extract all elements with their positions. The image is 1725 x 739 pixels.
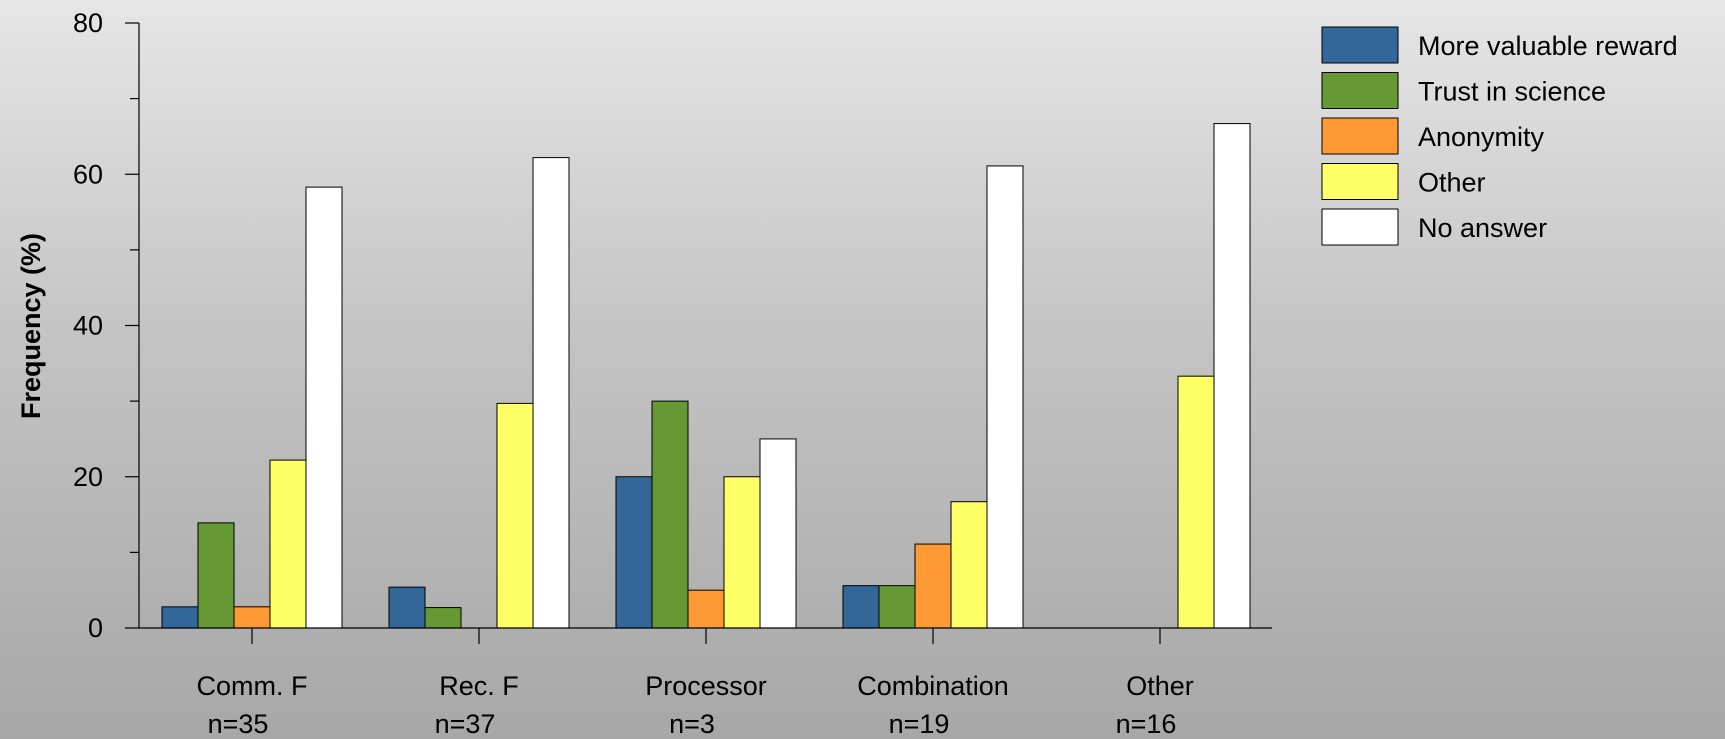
y-tick-label: 40: [73, 311, 103, 341]
bar-4-1: [269, 459, 307, 629]
bar-2-2: [424, 607, 462, 629]
bar-2-3: [651, 400, 689, 629]
bar-1-3: [615, 476, 653, 629]
x-tick-label: Other: [1126, 671, 1194, 701]
bar-1-2: [388, 586, 426, 629]
x-tick-label: Combination: [857, 671, 1009, 701]
x-tick-label: Rec. F: [439, 671, 519, 701]
legend-label: Anonymity: [1418, 122, 1545, 152]
bar-4-3: [723, 476, 761, 629]
bar-5-5: [1213, 123, 1251, 629]
bar-1-4: [842, 585, 880, 629]
bar-5-3: [759, 438, 797, 629]
y-tick-label: 20: [73, 462, 103, 492]
x-tick-label: Processor: [645, 671, 767, 701]
bar-5-4: [986, 165, 1024, 629]
legend-label: Other: [1418, 168, 1486, 198]
bar-5-2: [532, 157, 570, 629]
legend-swatch: [1321, 163, 1399, 200]
bar-4-5: [1177, 375, 1215, 629]
legend-swatch: [1321, 117, 1399, 155]
x-category-count: n=16: [1116, 709, 1177, 739]
bar-3-3: [687, 589, 725, 629]
x-category-count: n=3: [669, 709, 715, 739]
legend-swatch: [1321, 26, 1399, 64]
y-tick-label: 0: [88, 613, 103, 643]
x-category-count: n=37: [435, 709, 496, 739]
bar-3-4: [914, 543, 952, 629]
bar-2-1: [197, 522, 235, 629]
legend-label: More valuable reward: [1418, 31, 1678, 61]
bar-1-1: [161, 606, 199, 629]
x-category-count: n=35: [208, 709, 269, 739]
legend-label: No answer: [1418, 213, 1547, 243]
bar-4-2: [496, 402, 534, 629]
y-tick-label: 60: [73, 159, 103, 189]
x-tick-label: Comm. F: [197, 671, 308, 701]
legend-swatch: [1321, 208, 1399, 246]
legend: More valuable reward Trust in science Anon…: [1321, 26, 1678, 246]
bar-2-4: [878, 585, 916, 629]
bar-5-1: [305, 186, 343, 629]
x-category-count: n=19: [889, 709, 950, 739]
y-tick-label: 80: [73, 8, 103, 38]
bar-4-4: [950, 501, 988, 629]
y-axis-label: Frequency (%): [16, 233, 46, 419]
legend-swatch: [1321, 72, 1399, 109]
axes-layer: 0 20 40 60 80 Comm. F n=35 Rec. F n=37 Processor n…: [73, 8, 1272, 739]
bars-layer: [161, 123, 1251, 629]
legend-label: Trust in science: [1418, 77, 1606, 107]
bar-3-1: [233, 606, 271, 629]
